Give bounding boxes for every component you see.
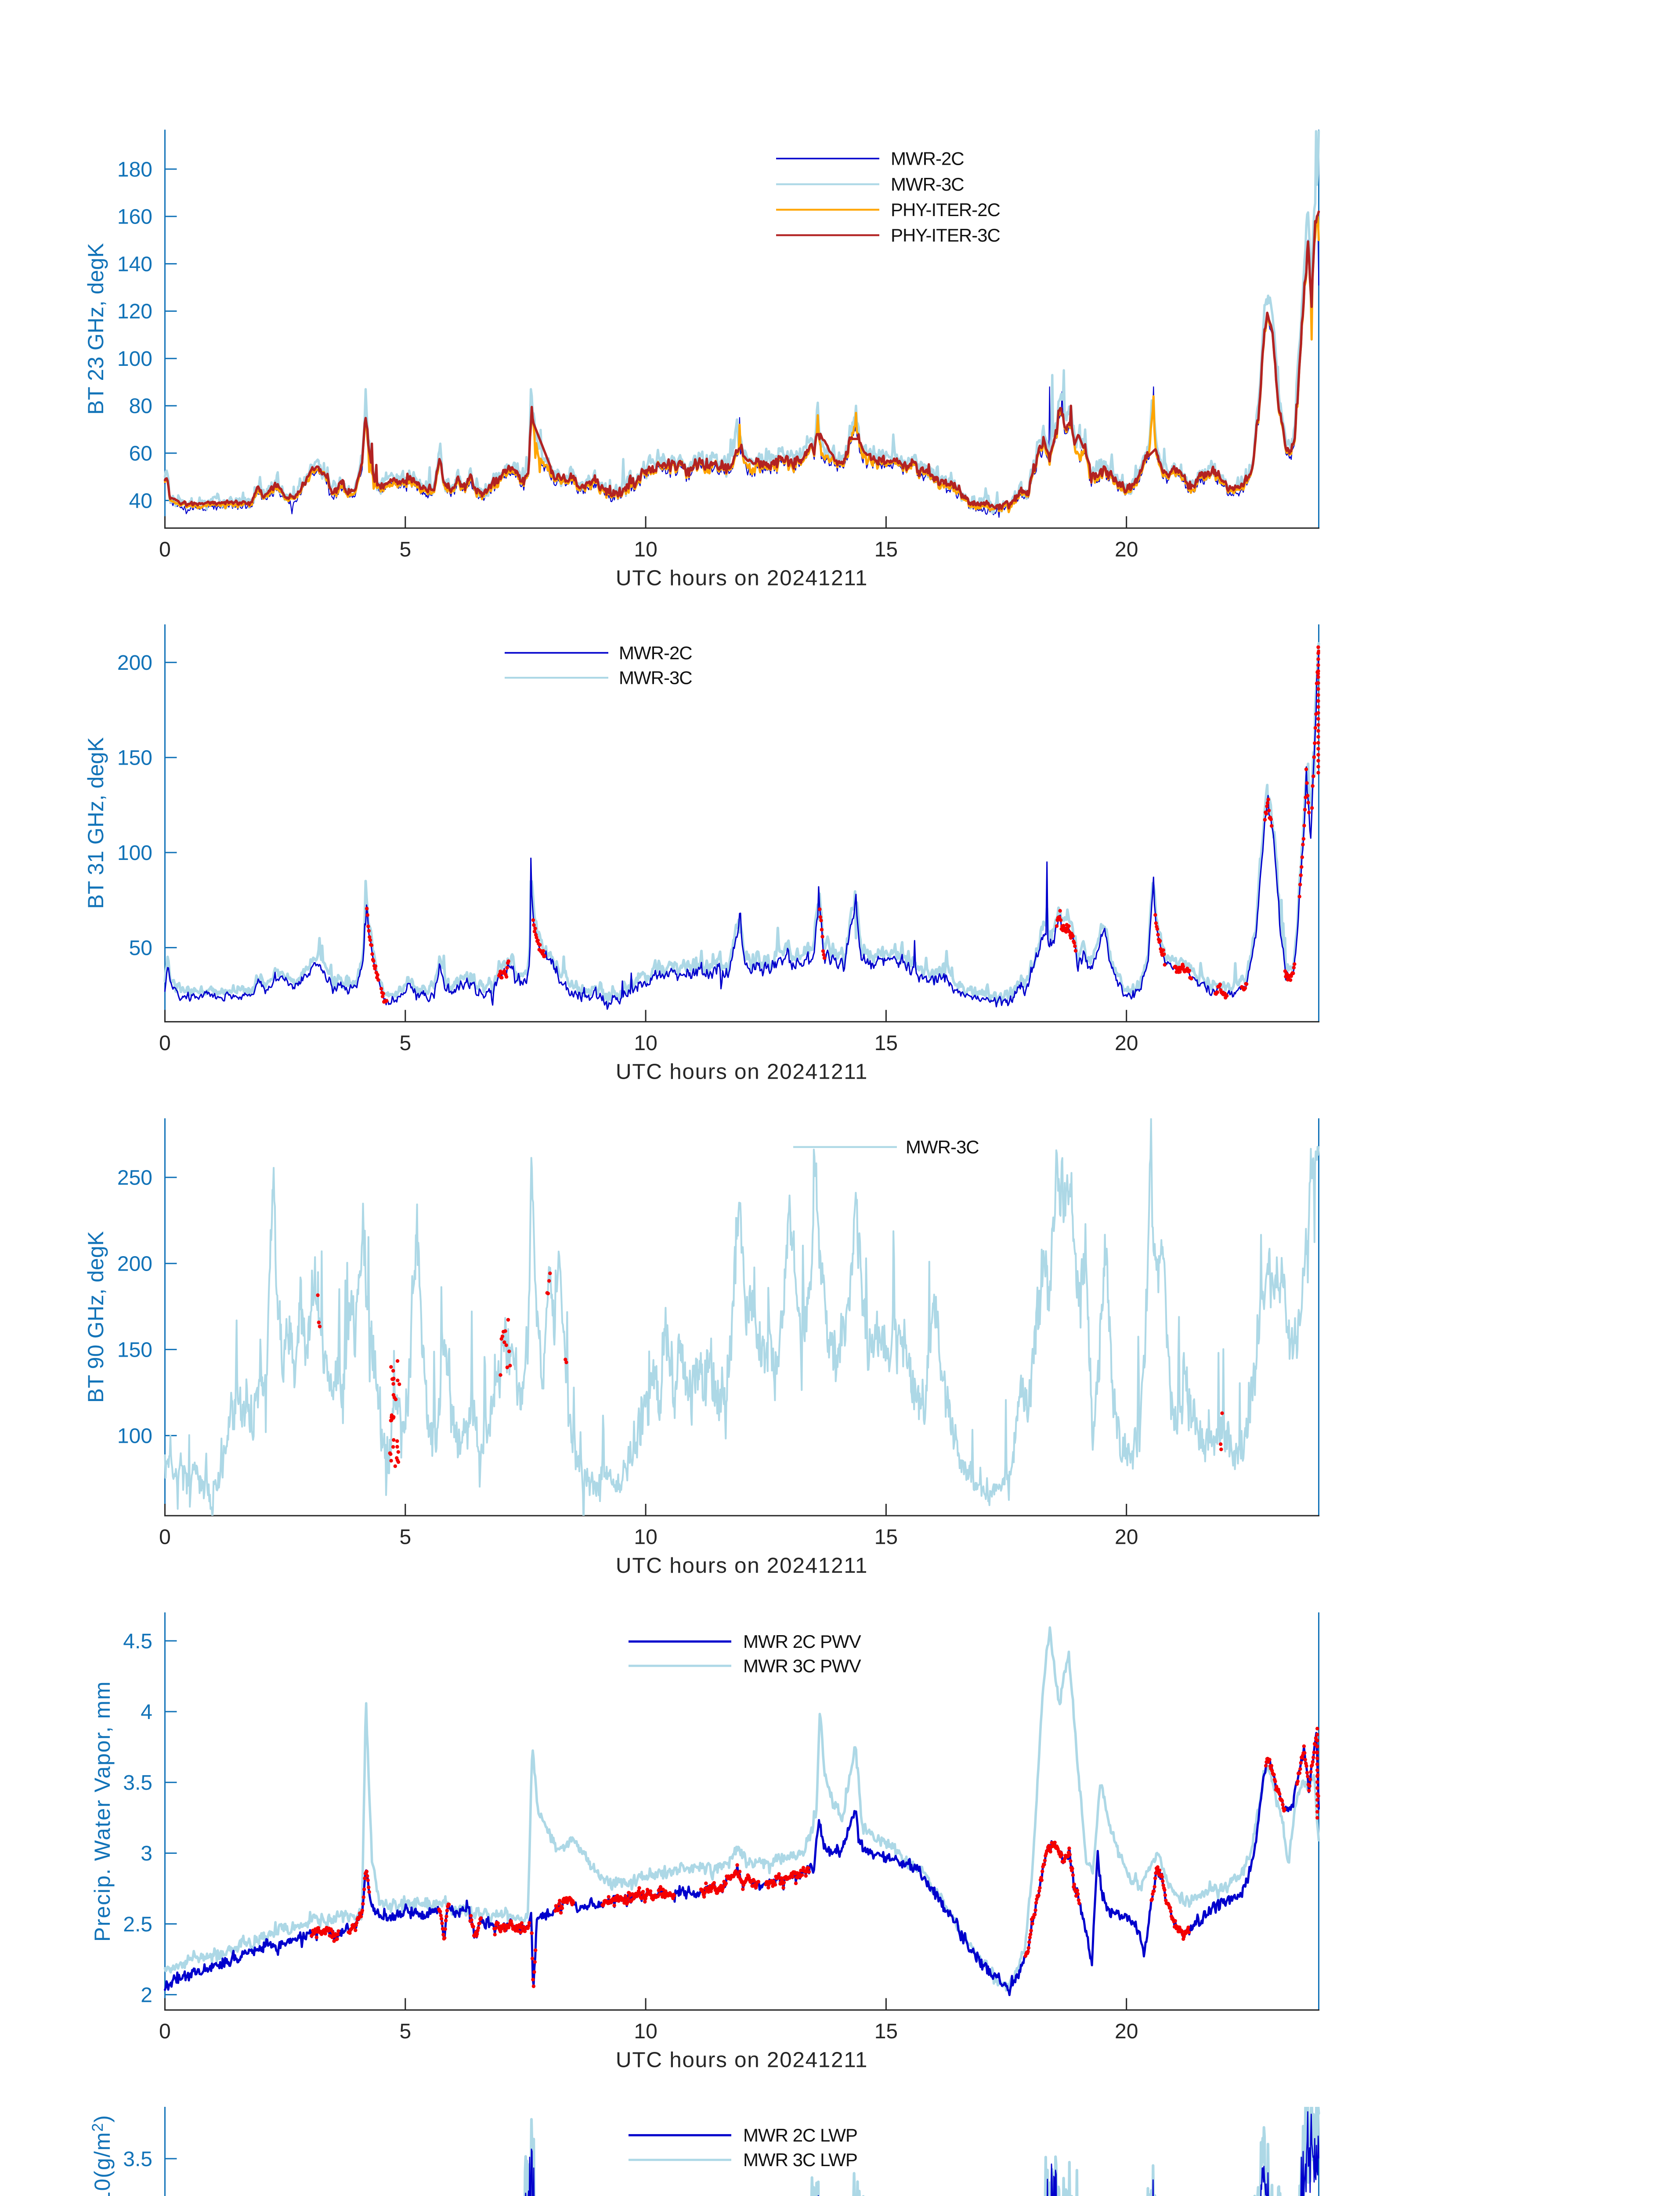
svg-text:60: 60 <box>129 442 152 466</box>
svg-text:2.5: 2.5 <box>123 1913 152 1936</box>
svg-text:3.5: 3.5 <box>123 1771 152 1795</box>
svg-text:150: 150 <box>117 747 152 770</box>
svg-text:UTC hours on 20241211: UTC hours on 20241211 <box>616 1553 868 1578</box>
svg-text:200: 200 <box>117 1253 152 1276</box>
svg-text:150: 150 <box>117 1338 152 1362</box>
svg-text:80: 80 <box>129 395 152 418</box>
svg-text:4.5: 4.5 <box>123 1630 152 1653</box>
svg-text:10: 10 <box>634 2020 657 2043</box>
svg-text:PHY-ITER-3C: PHY-ITER-3C <box>891 225 1000 246</box>
svg-text:3.5: 3.5 <box>123 2148 152 2171</box>
svg-text:120: 120 <box>117 300 152 323</box>
svg-text:Precip. Water Vapor, mm: Precip. Water Vapor, mm <box>90 1681 115 1942</box>
svg-text:200: 200 <box>117 651 152 675</box>
svg-text:140: 140 <box>117 253 152 276</box>
svg-text:5: 5 <box>399 1032 411 1055</box>
svg-text:MWR-2C: MWR-2C <box>891 148 964 169</box>
svg-text:BT 31 GHz, degK: BT 31 GHz, degK <box>83 737 108 909</box>
svg-text:160: 160 <box>117 206 152 229</box>
svg-text:20: 20 <box>1115 1032 1138 1055</box>
svg-text:10: 10 <box>634 1032 657 1055</box>
svg-text:5: 5 <box>399 2020 411 2043</box>
svg-text:250: 250 <box>117 1167 152 1190</box>
svg-text:0: 0 <box>159 538 171 561</box>
svg-text:UTC hours on 20241211: UTC hours on 20241211 <box>616 566 868 590</box>
svg-text:100: 100 <box>117 1424 152 1448</box>
svg-text:0: 0 <box>159 1032 171 1055</box>
svg-text:BT 90 GHz, degK: BT 90 GHz, degK <box>83 1231 108 1403</box>
svg-text:MWR 2C LWP: MWR 2C LWP <box>743 2125 857 2145</box>
svg-text:15: 15 <box>874 1032 898 1055</box>
svg-text:5: 5 <box>399 538 411 561</box>
svg-text:MWR-3C: MWR-3C <box>619 668 692 688</box>
svg-text:log10 Liquid Water Path, log10: log10 Liquid Water Path, log10(g/m2) <box>89 2115 115 2196</box>
svg-text:20: 20 <box>1115 538 1138 561</box>
svg-text:0: 0 <box>159 2020 171 2043</box>
svg-text:MWR-3C: MWR-3C <box>906 1137 979 1157</box>
svg-text:100: 100 <box>117 347 152 371</box>
svg-text:5: 5 <box>399 1526 411 1549</box>
svg-text:50: 50 <box>129 936 152 960</box>
svg-text:4: 4 <box>141 1701 152 1724</box>
svg-text:10: 10 <box>634 538 657 561</box>
svg-text:MWR 3C LWP: MWR 3C LWP <box>743 2149 857 2170</box>
svg-text:PHY-ITER-2C: PHY-ITER-2C <box>891 199 1000 220</box>
svg-text:15: 15 <box>874 538 898 561</box>
svg-text:20: 20 <box>1115 1526 1138 1549</box>
svg-text:2: 2 <box>141 1983 152 2007</box>
svg-text:3: 3 <box>141 1842 152 1865</box>
svg-text:180: 180 <box>117 158 152 181</box>
svg-text:MWR-3C: MWR-3C <box>891 174 964 195</box>
svg-text:15: 15 <box>874 2020 898 2043</box>
svg-text:MWR 2C PWV: MWR 2C PWV <box>743 1631 861 1652</box>
svg-text:UTC hours on 20241211: UTC hours on 20241211 <box>616 2048 868 2072</box>
svg-text:MWR 3C PWV: MWR 3C PWV <box>743 1655 861 1676</box>
svg-text:20: 20 <box>1115 2020 1138 2043</box>
svg-text:UTC hours on 20241211: UTC hours on 20241211 <box>616 1060 868 1084</box>
svg-text:0: 0 <box>159 1526 171 1549</box>
svg-text:40: 40 <box>129 489 152 513</box>
svg-text:MWR-2C: MWR-2C <box>619 643 692 663</box>
svg-text:15: 15 <box>874 1526 898 1549</box>
svg-text:BT 23 GHz, degK: BT 23 GHz, degK <box>83 243 108 415</box>
svg-text:100: 100 <box>117 842 152 865</box>
svg-text:10: 10 <box>634 1526 657 1549</box>
